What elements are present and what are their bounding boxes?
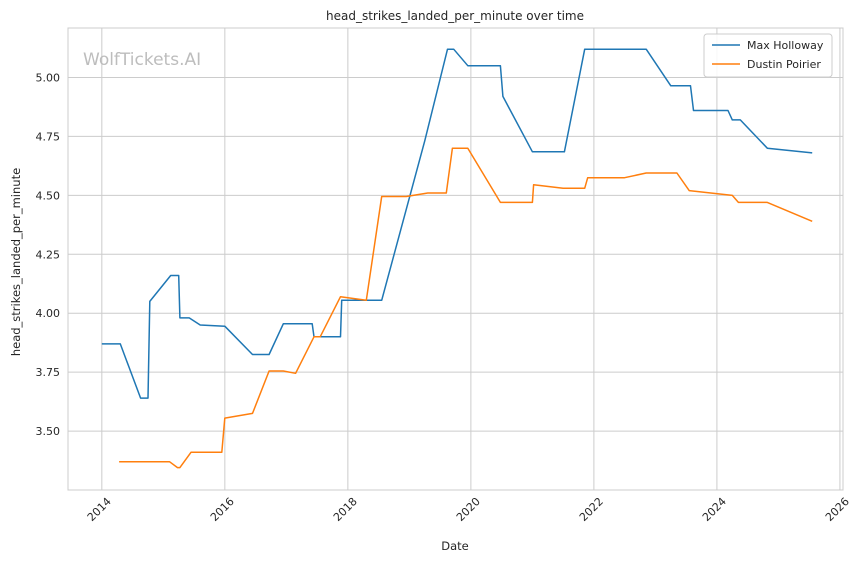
grid-lines (68, 28, 843, 490)
y-tick-label-3.50: 3.50 (36, 425, 61, 438)
y-tick-label-4.75: 4.75 (36, 130, 61, 143)
y-tick-label-5.00: 5.00 (36, 72, 61, 85)
series-line-max-holloway (101, 48, 813, 399)
chart-title: head_strikes_landed_per_minute over time (326, 9, 584, 23)
plot-area (67, 27, 844, 491)
y-tick-label-4.25: 4.25 (36, 248, 61, 261)
y-tick-label-3.75: 3.75 (36, 366, 61, 379)
watermark-text: WolfTickets.AI (83, 50, 201, 70)
series-line-dustin-poirier (119, 147, 813, 469)
legend: Max Holloway Dustin Poirier (703, 33, 833, 78)
y-tick-label-4.50: 4.50 (36, 189, 61, 202)
x-axis-label: Date (441, 539, 469, 553)
y-axis-label: head_strikes_landed_per_minute (9, 168, 23, 356)
legend-label-dustin-poirier: Dustin Poirier (747, 58, 821, 71)
series-layer (101, 48, 813, 469)
legend-label-max-holloway: Max Holloway (747, 39, 824, 52)
y-axis-ticks: 3.50 3.75 4.00 4.25 4.50 4.75 5.00 (36, 72, 61, 439)
y-tick-label-4.00: 4.00 (36, 307, 61, 320)
